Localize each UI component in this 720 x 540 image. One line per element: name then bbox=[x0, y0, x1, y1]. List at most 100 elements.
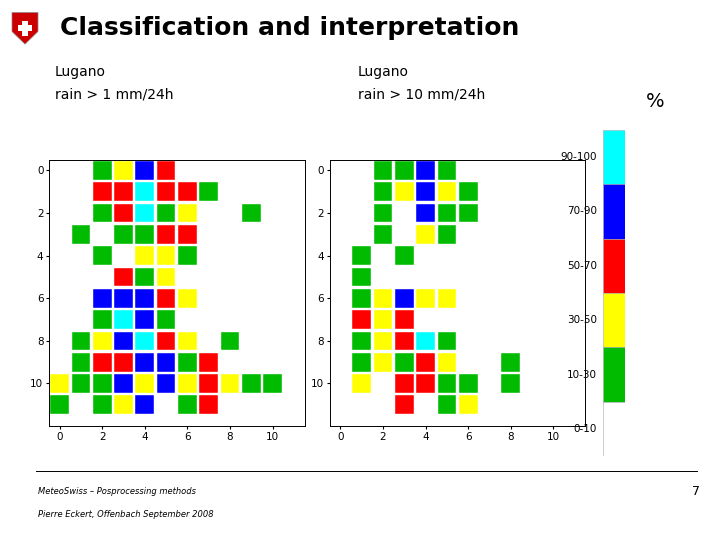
Bar bbox=[438, 332, 456, 350]
Bar bbox=[157, 204, 176, 222]
Bar bbox=[157, 246, 176, 265]
Bar bbox=[395, 374, 414, 393]
Bar bbox=[459, 183, 477, 201]
Text: 70-90: 70-90 bbox=[567, 206, 597, 217]
Bar bbox=[416, 289, 435, 308]
Bar bbox=[459, 374, 477, 393]
Bar bbox=[135, 225, 154, 244]
Text: Classification and interpretation: Classification and interpretation bbox=[60, 16, 519, 40]
Bar bbox=[603, 130, 625, 184]
Bar bbox=[416, 374, 435, 393]
Bar bbox=[199, 374, 218, 393]
Bar bbox=[178, 353, 197, 372]
Bar bbox=[395, 246, 414, 265]
Bar bbox=[438, 204, 456, 222]
Polygon shape bbox=[12, 12, 38, 44]
Bar bbox=[459, 204, 477, 222]
Bar bbox=[352, 332, 371, 350]
Bar bbox=[438, 353, 456, 372]
Bar bbox=[157, 289, 176, 308]
Bar bbox=[395, 395, 414, 414]
Bar bbox=[22, 21, 28, 36]
Bar bbox=[416, 183, 435, 201]
Bar bbox=[114, 289, 133, 308]
Bar bbox=[114, 268, 133, 286]
Bar bbox=[157, 183, 176, 201]
Bar bbox=[135, 310, 154, 329]
Bar bbox=[395, 332, 414, 350]
Text: 7: 7 bbox=[692, 485, 700, 498]
Bar bbox=[93, 204, 112, 222]
Bar bbox=[157, 332, 176, 350]
Bar bbox=[438, 374, 456, 393]
Bar bbox=[242, 374, 261, 393]
Bar bbox=[135, 289, 154, 308]
Bar bbox=[157, 353, 176, 372]
Text: 90-100: 90-100 bbox=[561, 152, 597, 162]
Bar bbox=[114, 225, 133, 244]
Bar bbox=[135, 246, 154, 265]
Bar bbox=[93, 289, 112, 308]
Bar bbox=[220, 374, 239, 393]
Bar bbox=[374, 289, 392, 308]
Bar bbox=[374, 353, 392, 372]
Bar bbox=[93, 183, 112, 201]
Text: 10-30: 10-30 bbox=[567, 369, 597, 380]
Bar bbox=[374, 161, 392, 180]
Bar bbox=[416, 353, 435, 372]
Bar bbox=[395, 183, 414, 201]
Bar bbox=[395, 310, 414, 329]
Bar bbox=[374, 225, 392, 244]
Bar bbox=[157, 374, 176, 393]
Bar bbox=[178, 395, 197, 414]
Bar bbox=[374, 183, 392, 201]
Text: Lugano: Lugano bbox=[55, 65, 106, 79]
Bar bbox=[603, 184, 625, 239]
Bar bbox=[18, 25, 32, 31]
Text: rain > 10 mm/24h: rain > 10 mm/24h bbox=[358, 87, 485, 102]
Bar bbox=[395, 289, 414, 308]
Bar bbox=[114, 374, 133, 393]
Bar bbox=[178, 246, 197, 265]
Bar bbox=[135, 332, 154, 350]
Bar bbox=[374, 332, 392, 350]
Bar bbox=[352, 268, 371, 286]
Bar bbox=[50, 395, 69, 414]
Bar bbox=[71, 225, 90, 244]
Bar bbox=[199, 395, 218, 414]
Bar bbox=[220, 332, 239, 350]
Bar bbox=[93, 332, 112, 350]
Bar bbox=[501, 374, 520, 393]
Bar bbox=[416, 204, 435, 222]
Bar bbox=[242, 204, 261, 222]
Text: MeteoSwiss – Posprocessing methods: MeteoSwiss – Posprocessing methods bbox=[38, 487, 196, 496]
Bar bbox=[199, 353, 218, 372]
Bar bbox=[603, 293, 625, 347]
Bar bbox=[416, 332, 435, 350]
Bar bbox=[157, 268, 176, 286]
Bar bbox=[374, 204, 392, 222]
Bar bbox=[416, 161, 435, 180]
Bar bbox=[71, 374, 90, 393]
Bar bbox=[352, 246, 371, 265]
Bar bbox=[93, 310, 112, 329]
Bar bbox=[50, 374, 69, 393]
Bar bbox=[352, 289, 371, 308]
Bar bbox=[438, 395, 456, 414]
Bar bbox=[93, 353, 112, 372]
Bar bbox=[199, 183, 218, 201]
Bar bbox=[178, 332, 197, 350]
Bar bbox=[416, 225, 435, 244]
Bar bbox=[438, 183, 456, 201]
Bar bbox=[352, 310, 371, 329]
Bar bbox=[178, 183, 197, 201]
Bar bbox=[438, 161, 456, 180]
Bar bbox=[501, 353, 520, 372]
Bar bbox=[352, 374, 371, 393]
Bar bbox=[157, 225, 176, 244]
Bar bbox=[157, 310, 176, 329]
Bar bbox=[438, 225, 456, 244]
Bar bbox=[178, 204, 197, 222]
Text: 30-50: 30-50 bbox=[567, 315, 597, 325]
Text: %: % bbox=[646, 92, 665, 111]
